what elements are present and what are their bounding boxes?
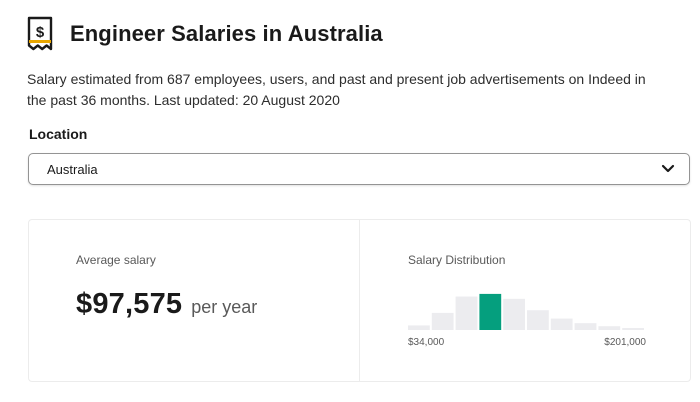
- salary-description: Salary estimated from 687 employees, use…: [27, 71, 646, 108]
- histogram-bar: [622, 328, 644, 330]
- salary-dollar-icon: $: [27, 16, 53, 51]
- histogram-bar-highlight: [479, 293, 502, 330]
- location-select[interactable]: Australia: [28, 153, 690, 185]
- svg-text:$: $: [36, 24, 45, 41]
- salary-distribution-panel: Salary Distribution $34,000 $201,000: [360, 220, 690, 381]
- average-salary-panel: Average salary $97,575 per year: [29, 220, 360, 381]
- average-salary-row: $97,575 per year: [76, 288, 257, 321]
- location-label: Location: [29, 126, 88, 142]
- salary-distribution-histogram: [408, 293, 644, 330]
- average-salary-label: Average salary: [76, 253, 156, 267]
- histogram-bar: [503, 298, 525, 330]
- histogram-bar: [550, 318, 573, 330]
- salary-range-min: $34,000: [408, 337, 445, 348]
- histogram-bar: [431, 312, 454, 330]
- histogram-bar: [408, 325, 430, 330]
- page-header: $ Engineer Salaries in Australia: [26, 16, 383, 52]
- chevron-down-icon: [661, 164, 675, 173]
- histogram-bar: [574, 323, 597, 330]
- average-salary-value: $97,575: [76, 288, 183, 320]
- salary-summary-card: Average salary $97,575 per year Salary D…: [28, 219, 691, 382]
- histogram-bar: [455, 296, 478, 330]
- salary-distribution-label: Salary Distribution: [408, 253, 506, 267]
- page-title: Engineer Salaries in Australia: [70, 21, 383, 46]
- histogram-bar: [598, 326, 621, 330]
- salary-range-max: $201,000: [604, 337, 646, 348]
- histogram-bar: [527, 310, 549, 330]
- average-salary-unit: per year: [191, 297, 258, 317]
- location-selected-value: Australia: [47, 162, 98, 177]
